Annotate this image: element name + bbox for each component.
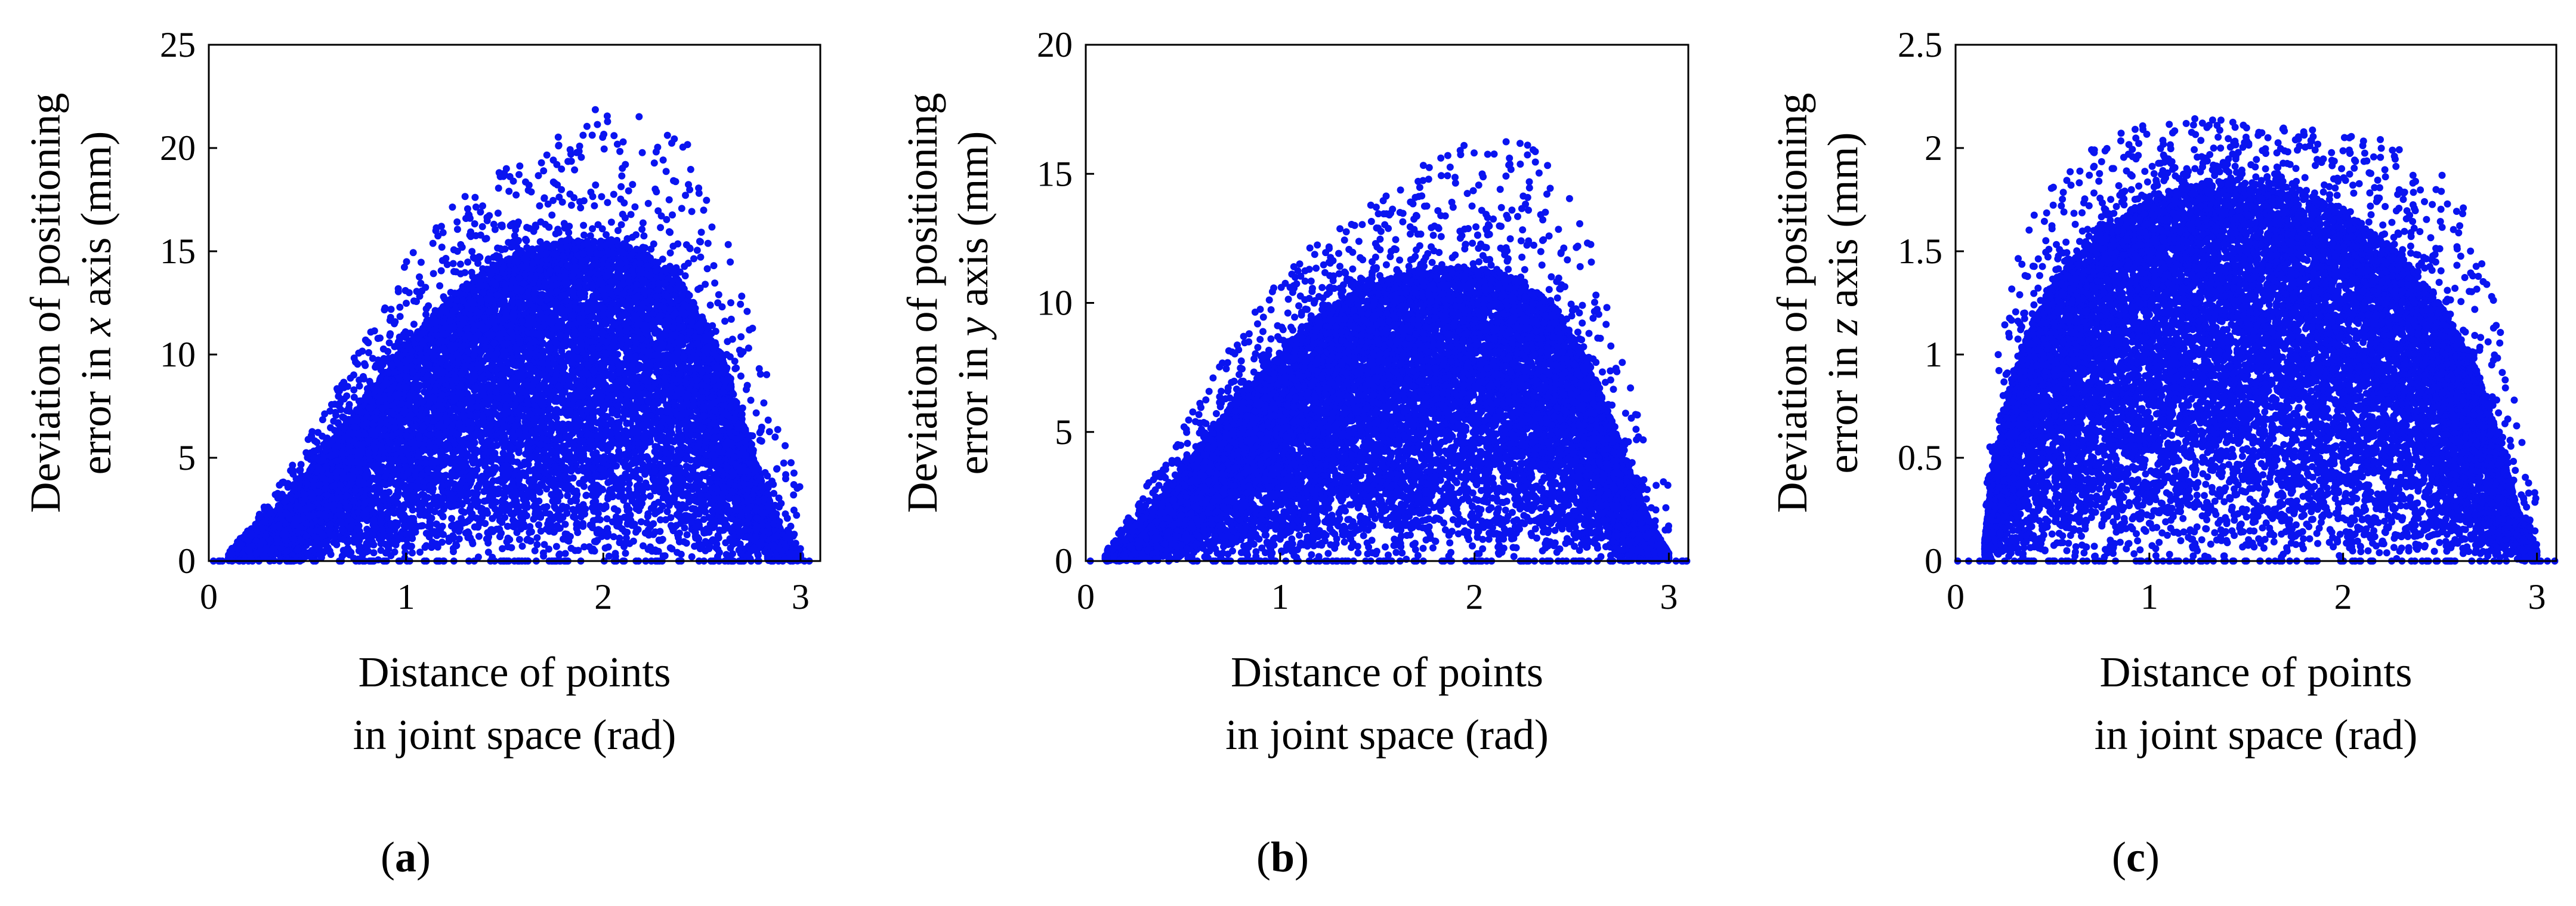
scatter-point-a-4506 — [516, 536, 523, 543]
scatter-point-a-1626 — [475, 533, 483, 540]
scatter-point-a-3022 — [664, 508, 671, 515]
scatter-point-a-4724 — [409, 506, 416, 513]
scatter-point-a-881 — [622, 550, 629, 557]
scatter-point-a-4601 — [533, 541, 540, 548]
scatter-point-a-2265 — [532, 547, 539, 554]
scatter-point-a-4892 — [519, 543, 526, 550]
scatter-point-a-3943 — [568, 545, 575, 552]
